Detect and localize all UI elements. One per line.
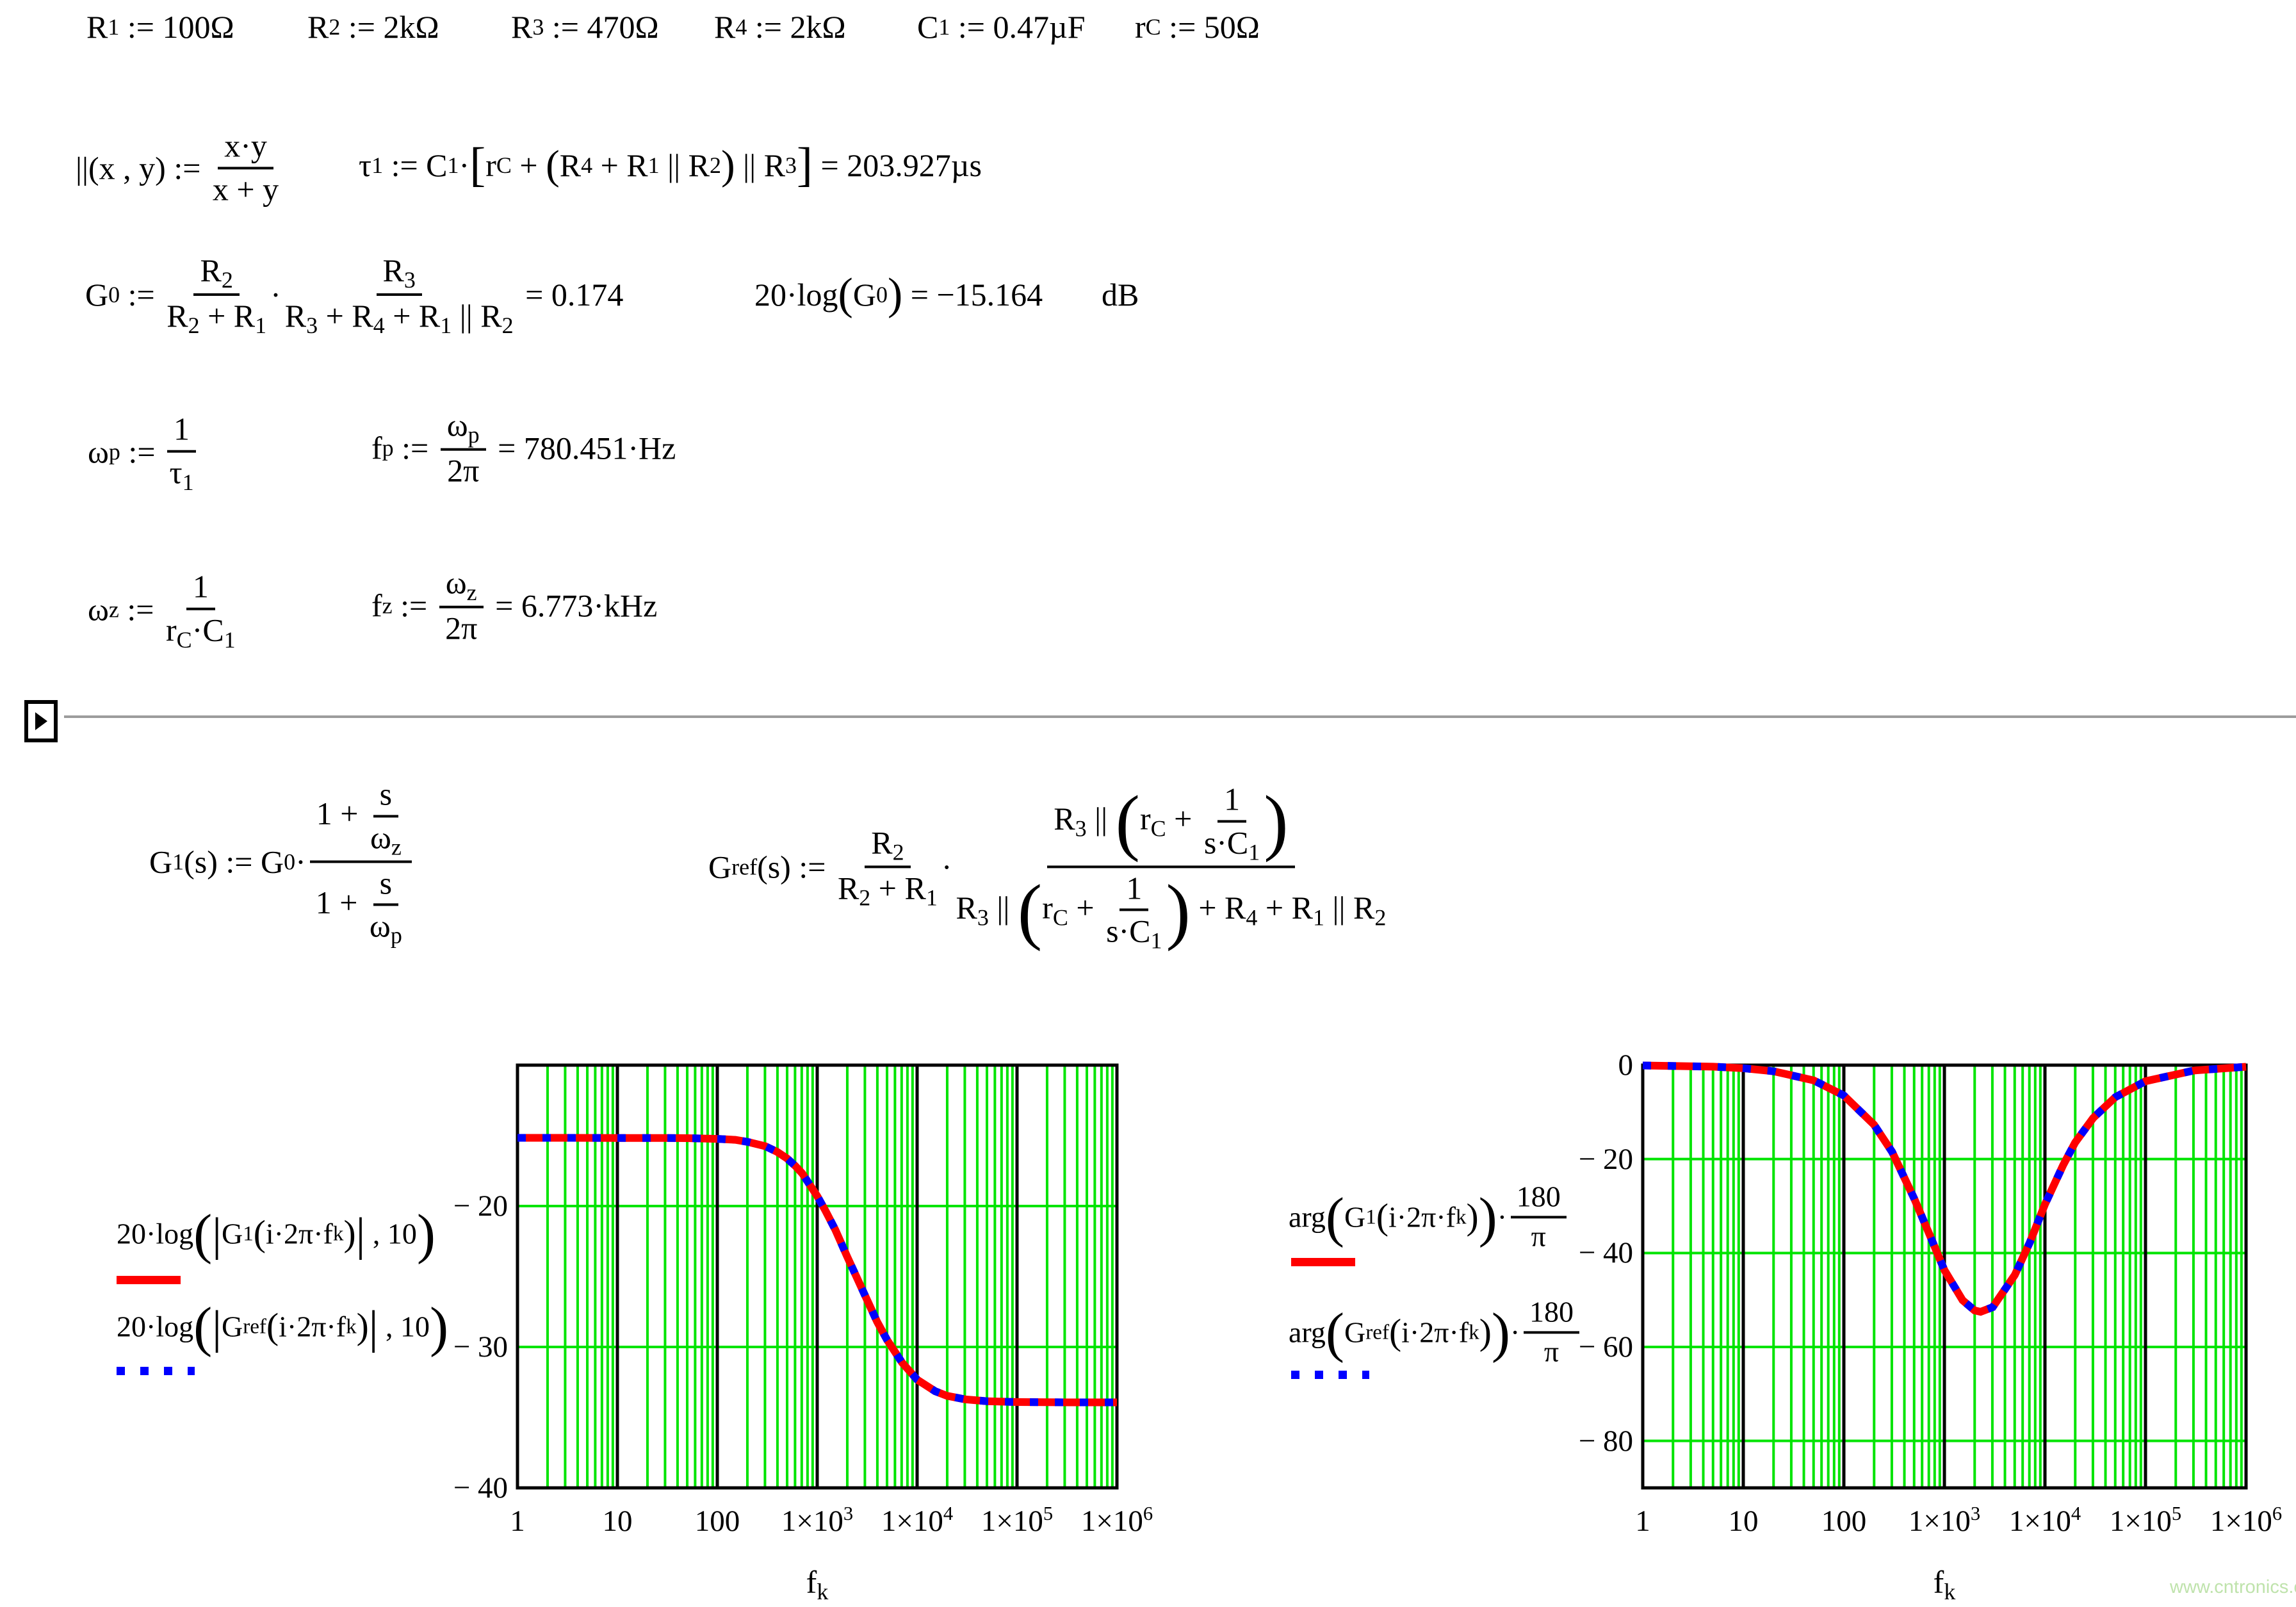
collapse-area-toggle[interactable] [24,700,58,742]
watermark: www.cntronics.com [2170,1577,2296,1597]
magnitude-plot[interactable]: − 20 − 30 − 40 1 10 100 1×103 1×104 1×105 1×106 fk [453,1063,1153,1603]
y-tick-label: − 80 [1578,1424,1633,1458]
x-tick-label: 10 [1728,1505,1759,1538]
phase-plot[interactable]: 0 − 20 − 40 − 60 − 80 1 10 100 1×103 1×104 1×105 1×… [1579,1048,2282,1603]
y-tick-label: 0 [1618,1048,1634,1082]
x-tick-label: 100 [1821,1505,1867,1538]
y-tick-label: − 20 [1578,1142,1633,1176]
x-tick-label: 1×104 [2008,1503,2081,1538]
x-axis-variable-label: fk [806,1564,829,1605]
x-tick-label: 1×106 [2210,1503,2283,1538]
g1-transfer-function[interactable]: G 1 (s) := G 0 · 1 + s ωz 1 + s ωp [149,776,416,947]
x-axis-variable-label: fk [1933,1564,1956,1605]
y-tick-label: − 60 [1578,1330,1633,1364]
x-tick-label: 1 [1635,1505,1650,1538]
red-solid-line-swatch [117,1276,181,1284]
g0-db-equation[interactable]: 20·log(G 0) = −15.164 [754,270,1043,319]
x-tick-label: 1 [510,1505,525,1538]
x-tick-label: 1×104 [881,1503,954,1538]
x-tick-label: 1×103 [781,1503,854,1538]
y-tick-label: − 20 [453,1189,508,1223]
plot-grid-and-traces [516,1063,1119,1490]
area-divider-line [64,715,2296,718]
x-tick-label: 100 [694,1505,740,1538]
plot-grid-and-traces [1641,1061,2248,1490]
x-tick-label: 10 [602,1505,633,1538]
y-tick-label: − 40 [1578,1236,1633,1270]
magnitude-legend-g1-label: 20·log(| G 1(i·2π·f k) | , 10) [117,1202,436,1264]
db-unit-label[interactable]: dB [1102,277,1139,313]
trace-g1 [1642,1061,2247,1316]
y-tick-label: − 30 [453,1330,508,1364]
y-tick-label: − 40 [453,1471,508,1505]
trace-gref [517,1134,1117,1407]
x-tick-label: 1×105 [2109,1503,2182,1538]
x-tick-label: 1×106 [1080,1503,1153,1538]
x-tick-label: 1×105 [981,1503,1054,1538]
red-solid-line-swatch [1291,1258,1355,1266]
blue-dashed-line-swatch [117,1367,195,1375]
x-tick-label: 1×103 [1908,1503,1981,1538]
phase-legend-g1-label: arg(G 1(i·2π·f k)) · 180 π [1289,1180,1570,1253]
parallel-operator-definition[interactable]: ||(x , y) := x·y x + y [76,127,279,208]
right-arrow-icon [35,712,47,730]
blue-dashed-line-swatch [1291,1371,1369,1379]
